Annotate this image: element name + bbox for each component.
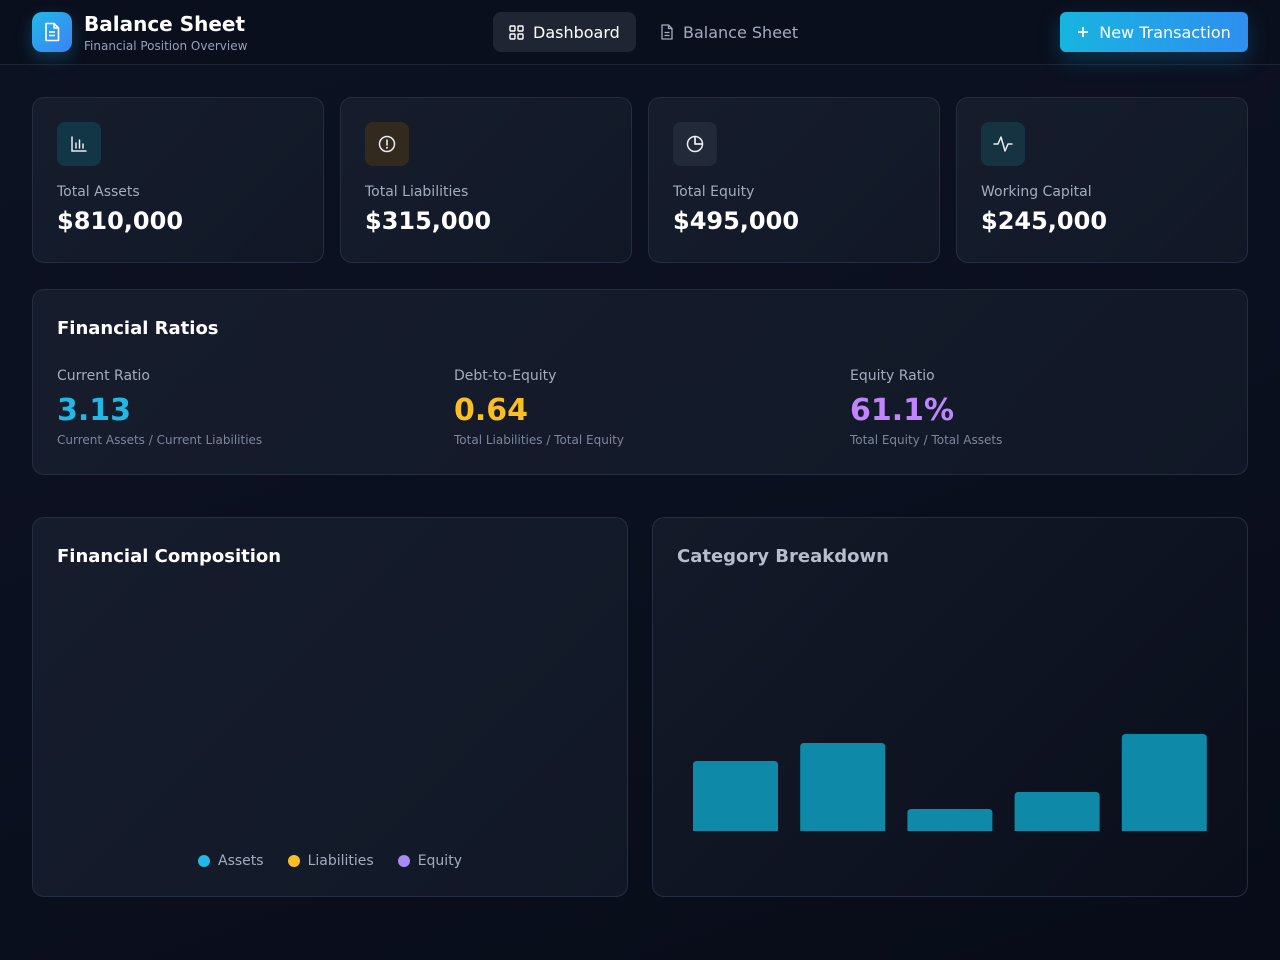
- app-header: Balance Sheet Financial Position Overvie…: [0, 0, 1280, 65]
- app-title: Balance Sheet: [84, 12, 246, 36]
- legend-dot: [287, 855, 300, 867]
- stat-card-working-capital: Working Capital $245,000: [956, 97, 1248, 263]
- chart-bar-3[interactable]: [907, 809, 993, 831]
- new-transaction-label: New Transaction: [1099, 22, 1231, 42]
- tab-label: Dashboard: [533, 22, 620, 42]
- section-title: Financial Ratios: [57, 318, 219, 339]
- stat-value: $495,000: [673, 207, 800, 235]
- chart-bar-2[interactable]: [800, 743, 886, 831]
- chart-bar-1[interactable]: [693, 761, 778, 831]
- ratio-value: 0.64: [454, 393, 529, 428]
- stat-card-total-equity: Total Equity $495,000: [648, 97, 940, 263]
- legend-label: Assets: [218, 853, 264, 869]
- section-title: Category Breakdown: [677, 546, 889, 567]
- tab-balance-sheet[interactable]: Balance Sheet: [644, 12, 816, 52]
- stat-label: Total Liabilities: [365, 184, 469, 200]
- legend-label: Liabilities: [307, 853, 374, 869]
- ratio-value: 61.1%: [850, 393, 955, 428]
- plus-icon: [1077, 26, 1089, 38]
- legend-item-assets[interactable]: Assets: [198, 853, 264, 869]
- ratio-label: Current Ratio: [57, 368, 150, 384]
- stat-label: Total Equity: [673, 184, 755, 200]
- chart-legend: Assets Liabilities Equity: [33, 853, 627, 869]
- document-icon: [32, 12, 72, 52]
- activity-icon: [981, 122, 1025, 166]
- category-breakdown-chart: [693, 734, 1207, 831]
- pie-chart-icon: [673, 122, 717, 166]
- stat-label: Working Capital: [981, 184, 1092, 200]
- stat-label: Total Assets: [57, 184, 140, 200]
- grid-icon: [509, 24, 524, 40]
- chart-bar-4[interactable]: [1014, 792, 1100, 831]
- chart-bar-5[interactable]: [1121, 734, 1207, 831]
- ratio-value: 3.13: [57, 393, 132, 428]
- ratio-formula: Total Liabilities / Total Equity: [454, 433, 624, 447]
- alert-circle-icon: [365, 122, 409, 166]
- stat-value: $810,000: [57, 207, 184, 235]
- category-breakdown-card: Category Breakdown: [652, 517, 1248, 897]
- ratio-equity: Equity Ratio 61.1% Total Equity / Total …: [850, 368, 1002, 447]
- app-subtitle: Financial Position Overview: [84, 39, 248, 53]
- legend-item-equity[interactable]: Equity: [397, 853, 462, 869]
- bar-chart-icon: [57, 122, 101, 166]
- ratio-label: Debt-to-Equity: [454, 368, 557, 384]
- tab-label: Balance Sheet: [683, 22, 799, 42]
- ratio-formula: Current Assets / Current Liabilities: [57, 433, 263, 447]
- stat-value: $245,000: [981, 207, 1108, 235]
- stat-value: $315,000: [365, 207, 492, 235]
- section-title: Financial Composition: [57, 546, 282, 567]
- ratio-debt-to-equity: Debt-to-Equity 0.64 Total Liabilities / …: [454, 368, 624, 447]
- legend-dot: [198, 855, 211, 867]
- tab-dashboard[interactable]: Dashboard: [493, 12, 636, 52]
- legend-item-liabilities[interactable]: Liabilities: [287, 853, 374, 869]
- financial-ratios-card: Financial Ratios Current Ratio 3.13 Curr…: [32, 289, 1248, 475]
- legend-dot: [397, 855, 410, 867]
- ratio-current: Current Ratio 3.13 Current Assets / Curr…: [57, 368, 262, 447]
- ratio-label: Equity Ratio: [850, 368, 935, 384]
- new-transaction-button[interactable]: New Transaction: [1060, 12, 1248, 52]
- stat-card-total-liabilities: Total Liabilities $315,000: [340, 97, 632, 263]
- stat-card-total-assets: Total Assets $810,000: [32, 97, 324, 263]
- document-icon: [660, 24, 674, 40]
- ratio-formula: Total Equity / Total Assets: [850, 433, 1003, 447]
- financial-composition-card: Financial Composition Assets Liabilities…: [32, 517, 628, 897]
- legend-label: Equity: [417, 853, 462, 869]
